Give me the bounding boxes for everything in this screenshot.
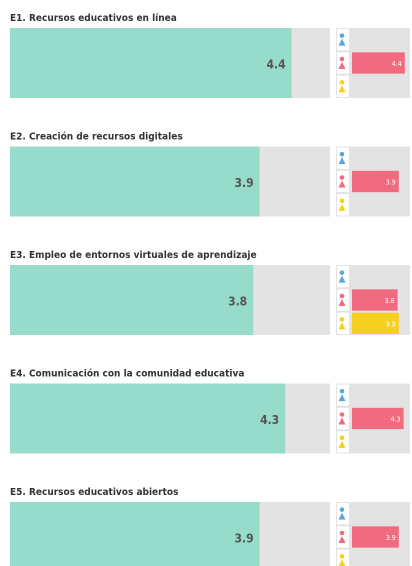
person-icon-head bbox=[339, 293, 345, 299]
value-label: 3.9 bbox=[234, 532, 253, 546]
side-bar bbox=[352, 526, 399, 548]
icon-bg bbox=[337, 526, 349, 548]
value-label: 4.4 bbox=[266, 58, 286, 72]
value-label: 3.9 bbox=[234, 176, 253, 190]
section-title: E4. Comunicación con la comunidad educat… bbox=[10, 368, 244, 380]
side-bar bbox=[352, 312, 399, 334]
side-value-label: 3.8 bbox=[385, 297, 395, 305]
section-title: E2. Creación de recursos digitales bbox=[10, 131, 183, 143]
side-bar bbox=[352, 52, 405, 74]
person-icon-body bbox=[338, 394, 346, 402]
bar bbox=[10, 28, 292, 98]
icon-bg bbox=[337, 194, 349, 216]
person-icon-body bbox=[338, 38, 346, 46]
person-icon-body bbox=[338, 62, 346, 69]
person-icon-body bbox=[338, 85, 346, 93]
icon-bg bbox=[337, 407, 349, 430]
person-icon-body bbox=[338, 322, 346, 330]
person-icon-body bbox=[338, 299, 346, 306]
section-title: E5. Recursos educativos abiertos bbox=[10, 487, 178, 498]
person-icon-body bbox=[338, 536, 346, 543]
icon-bg bbox=[337, 312, 349, 334]
person-icon-body bbox=[338, 512, 346, 520]
icon-bg bbox=[337, 75, 349, 97]
person-icon-head bbox=[339, 507, 345, 512]
icon-bg bbox=[337, 503, 349, 525]
side-value-label: 3.9 bbox=[386, 179, 396, 187]
person-icon-head bbox=[339, 198, 345, 204]
bar bbox=[10, 383, 286, 454]
person-icon-head bbox=[339, 530, 345, 536]
icon-bg bbox=[337, 170, 349, 193]
person-icon-head bbox=[339, 435, 345, 441]
bar bbox=[10, 146, 260, 217]
icon-bg bbox=[337, 147, 349, 169]
person-icon-head bbox=[339, 80, 345, 85]
bar bbox=[10, 502, 260, 566]
side-bar bbox=[352, 407, 404, 430]
icon-bg bbox=[337, 266, 349, 288]
person-icon-head bbox=[339, 412, 345, 417]
person-icon-head bbox=[339, 33, 345, 38]
value-label: 4.3 bbox=[260, 413, 279, 427]
person-icon-body bbox=[338, 157, 346, 165]
person-icon-body bbox=[338, 440, 346, 448]
section-title: E1. Recursos educativos en línea bbox=[10, 12, 177, 24]
value-label: 3.8 bbox=[228, 295, 247, 309]
person-icon-head bbox=[339, 554, 345, 559]
person-icon-body bbox=[338, 275, 346, 283]
side-value-label: 4.3 bbox=[391, 416, 401, 424]
side-bar bbox=[352, 289, 398, 311]
icon-bg bbox=[337, 384, 349, 406]
person-icon-head bbox=[339, 270, 345, 275]
person-icon-head bbox=[339, 388, 345, 394]
side-value-label: 3.9 bbox=[386, 320, 396, 328]
person-icon-head bbox=[339, 56, 345, 62]
side-bar bbox=[352, 170, 399, 193]
person-icon-head bbox=[339, 317, 345, 322]
person-icon-body bbox=[338, 180, 346, 188]
bar bbox=[10, 265, 254, 335]
person-icon-head bbox=[339, 151, 345, 157]
icon-bg bbox=[337, 289, 349, 311]
person-icon-body bbox=[338, 559, 346, 566]
icon-bg bbox=[337, 52, 349, 74]
person-icon-body bbox=[338, 417, 346, 425]
person-icon-head bbox=[339, 175, 345, 180]
side-value-label: 4.4 bbox=[392, 60, 402, 68]
person-icon-body bbox=[338, 203, 346, 211]
icon-bg bbox=[337, 29, 349, 51]
section-title: E3. Empleo de entornos virtuales de apre… bbox=[10, 250, 257, 261]
side-value-label: 3.9 bbox=[386, 534, 396, 542]
icon-bg bbox=[337, 431, 349, 453]
